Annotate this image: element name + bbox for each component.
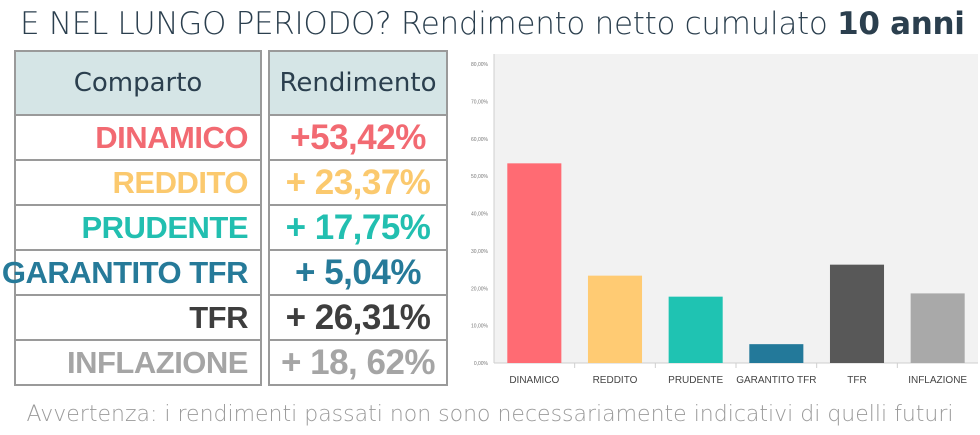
table-cell-name: INFLAZIONE [67, 344, 249, 380]
table-cell-value: + 23,37% [270, 161, 446, 206]
y-tick-label: 40,00% [471, 212, 489, 218]
y-tick-label: 60,00% [471, 137, 489, 143]
bar [507, 163, 562, 363]
page-title: E NEL LUNGO PERIODO? Rendimento netto cu… [20, 2, 965, 46]
y-tick-label: 0,00% [474, 361, 489, 367]
y-tick-label: 20,00% [471, 286, 489, 292]
disclaimer-footer: Avvertenza: i rendimenti passati non son… [26, 402, 954, 427]
table-cell-value: + 5,04% [270, 251, 446, 296]
title-prefix: E NEL LUNGO PERIODO? [20, 6, 392, 42]
table-cell-value: + 26,31% [270, 296, 446, 341]
y-tick-label: 50,00% [471, 174, 489, 180]
bar [749, 344, 804, 363]
x-tick-label: INFLAZIONE [908, 375, 967, 386]
y-tick-label: 70,00% [471, 99, 489, 105]
table-column-comparto: Comparto DINAMICO REDDITO PRUDENTE GARAN… [2, 50, 262, 386]
table-cell-value: +53,42% [270, 116, 446, 161]
table-cell-value: + 18, 62% [280, 342, 436, 382]
table-header-comparto: Comparto [16, 52, 260, 116]
y-tick-label: 30,00% [471, 249, 489, 255]
table-column-rendimento: Rendimento +53,42% + 23,37% + 17,75% + 5… [268, 50, 448, 386]
x-tick-label: PRUDENTE [668, 375, 723, 386]
table-cell-name: REDDITO [16, 161, 260, 206]
x-tick-label: TFR [847, 375, 866, 386]
table-cell-name: GARANTITO TFR [2, 251, 260, 296]
title-middle: Rendimento netto cumulato [391, 6, 838, 42]
bar-chart: 0,00% 10,00% 20,00% 30,00% 40,00% 50,00% 60,00… [471, 54, 978, 386]
table-cell-name: PRUDENTE [16, 206, 260, 251]
title-bold: 10 anni [837, 6, 965, 42]
table-header-rendimento: Rendimento [270, 52, 446, 116]
bar [587, 275, 643, 363]
x-tick-label: REDDITO [593, 375, 638, 386]
bar [910, 293, 965, 363]
y-tick-label: 80,00% [471, 62, 489, 68]
bar [829, 264, 885, 363]
x-tick-label: DINAMICO [509, 375, 559, 386]
table-cell-name: TFR [16, 296, 260, 341]
x-tick-label: GARANTITO TFR [736, 375, 816, 386]
table-cell-value: + 17,75% [270, 206, 446, 251]
y-tick-label: 10,00% [471, 324, 489, 330]
bar [668, 296, 723, 363]
chart-plot-area [494, 54, 978, 363]
table-cell-name: DINAMICO [16, 116, 260, 161]
